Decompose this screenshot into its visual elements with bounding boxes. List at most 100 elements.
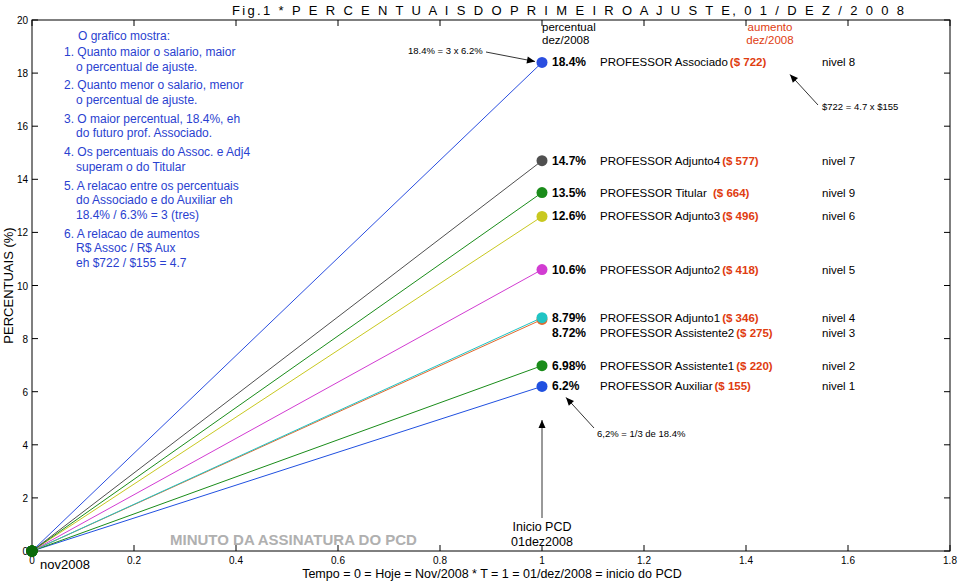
raise-label: ($ 722) bbox=[730, 56, 767, 68]
series-name: PROFESSOR Adjunto4 bbox=[600, 155, 721, 167]
annotation: $722 = 4.7 x $155 bbox=[822, 101, 898, 112]
data-label: 8.72% bbox=[552, 326, 586, 340]
series-line bbox=[32, 270, 542, 551]
raise-label: ($ 155) bbox=[714, 380, 751, 392]
series-marker bbox=[537, 360, 548, 371]
annotation: MINUTO DA ASSINATURA DO PCD bbox=[170, 531, 417, 548]
series-line bbox=[32, 216, 542, 551]
arrow-line bbox=[542, 420, 543, 518]
markers bbox=[27, 57, 548, 557]
y-tick bbox=[944, 551, 950, 552]
x-tick bbox=[848, 20, 849, 26]
series-name: PROFESSOR Adjunto1 bbox=[600, 312, 720, 324]
arrow-head bbox=[790, 74, 798, 82]
annotation: 18.4% = 3 x 6.2% bbox=[408, 45, 483, 56]
y-tick bbox=[944, 497, 950, 498]
level-label: nivel 9 bbox=[822, 187, 855, 199]
annotation: 6,2% = 1/3 de 18.4% bbox=[597, 428, 686, 439]
raise-label: ($ 346) bbox=[722, 312, 759, 324]
annotation: nov2008 bbox=[40, 557, 90, 572]
chart: Fig.1 * P E R C E N T U A I S D O P R I … bbox=[0, 0, 960, 582]
notes-item: 5. A relacao entre os percentuais bbox=[64, 179, 239, 193]
notes-item: 6. A relacao de aumentos bbox=[64, 227, 199, 241]
arrow-head bbox=[566, 397, 574, 405]
series-marker bbox=[537, 312, 548, 323]
notes-item: 1. Quanto maior o salario, maior bbox=[64, 45, 235, 59]
y-tick-label: 16 bbox=[17, 121, 29, 132]
level-label: nivel 8 bbox=[822, 56, 855, 68]
notes-item: R$ Assoc / R$ Aux bbox=[76, 241, 175, 255]
y-tick bbox=[944, 391, 950, 392]
origin-marker bbox=[27, 546, 38, 557]
series-marker bbox=[537, 155, 548, 166]
y-tick bbox=[32, 20, 38, 21]
data-label: 12.6% bbox=[552, 209, 586, 223]
level-label: nivel 5 bbox=[822, 264, 855, 276]
x-tick-label: 0.8 bbox=[433, 555, 447, 566]
series-line bbox=[32, 193, 542, 551]
level-label: nivel 4 bbox=[822, 312, 856, 324]
x-tick-label: 0.6 bbox=[331, 555, 345, 566]
arrow bbox=[486, 52, 535, 63]
series-name: PROFESSOR Titular bbox=[600, 187, 707, 199]
y-tick bbox=[944, 73, 950, 74]
x-tick bbox=[950, 20, 951, 26]
series-name: PROFESSOR Adjunto2 bbox=[600, 264, 720, 276]
x-tick-label: 0.2 bbox=[127, 555, 141, 566]
series-marker bbox=[537, 57, 548, 68]
arrow-line bbox=[790, 74, 818, 105]
data-label: 6.2% bbox=[552, 379, 580, 393]
y-axis-label: PERCENTUAIS (%) bbox=[1, 227, 16, 343]
series-line bbox=[32, 318, 542, 551]
level-label: nivel 7 bbox=[822, 155, 855, 167]
pct-header: dez/2008 bbox=[542, 34, 589, 46]
y-tick bbox=[32, 338, 38, 339]
x-tick bbox=[134, 545, 135, 551]
x-tick bbox=[134, 20, 135, 26]
x-tick-label: 0 bbox=[29, 555, 35, 566]
y-tick-label: 6 bbox=[22, 387, 28, 398]
data-label: 13.5% bbox=[552, 186, 586, 200]
y-tick bbox=[32, 444, 38, 445]
y-tick-label: 2 bbox=[22, 493, 28, 504]
notes-item: 2. Quanto menor o salario, menor bbox=[64, 78, 243, 92]
title: Fig.1 * P E R C E N T U A I S D O P R I … bbox=[232, 3, 904, 18]
raise-label: ($ 496) bbox=[722, 210, 759, 222]
series-name: PROFESSOR Auxiliar bbox=[600, 380, 713, 392]
y-tick bbox=[944, 444, 950, 445]
notes-item: o percentual de ajuste. bbox=[76, 93, 197, 107]
y-tick-label: 18 bbox=[17, 68, 29, 79]
series-name: PROFESSOR Assistente2 bbox=[600, 327, 734, 339]
annotation: Inicio PCD bbox=[512, 520, 571, 534]
series-line bbox=[32, 366, 542, 551]
raise-label: ($ 275) bbox=[736, 327, 773, 339]
data-label: 10.6% bbox=[552, 263, 586, 277]
series-labels: 18.4%PROFESSOR Associado($ 722)nivel 814… bbox=[552, 55, 856, 393]
y-tick bbox=[944, 126, 950, 127]
x-tick bbox=[950, 545, 951, 551]
annotation: 01dez2008 bbox=[511, 535, 573, 549]
raise-label: ($ 664) bbox=[713, 187, 750, 199]
origin-marker bbox=[27, 546, 38, 557]
y-tick bbox=[32, 497, 38, 498]
y-tick bbox=[32, 391, 38, 392]
x-tick bbox=[236, 20, 237, 26]
arrow bbox=[539, 420, 546, 518]
y-tick bbox=[32, 179, 38, 180]
y-tick bbox=[32, 126, 38, 127]
arrow bbox=[566, 397, 594, 428]
level-label: nivel 6 bbox=[822, 210, 855, 222]
data-label: 6.98% bbox=[552, 359, 586, 373]
y-tick-label: 10 bbox=[17, 281, 29, 292]
raise-label: ($ 418) bbox=[722, 264, 759, 276]
origin-marker bbox=[27, 546, 38, 557]
raise-label: ($ 220) bbox=[736, 360, 773, 372]
y-tick bbox=[944, 232, 950, 233]
y-tick bbox=[944, 20, 950, 21]
origin-marker bbox=[27, 546, 38, 557]
series-name: PROFESSOR Associado bbox=[600, 56, 728, 68]
raise-header: aumento bbox=[748, 21, 793, 33]
arrow-line bbox=[566, 397, 594, 428]
origin-marker bbox=[27, 546, 38, 557]
x-tick bbox=[644, 545, 645, 551]
